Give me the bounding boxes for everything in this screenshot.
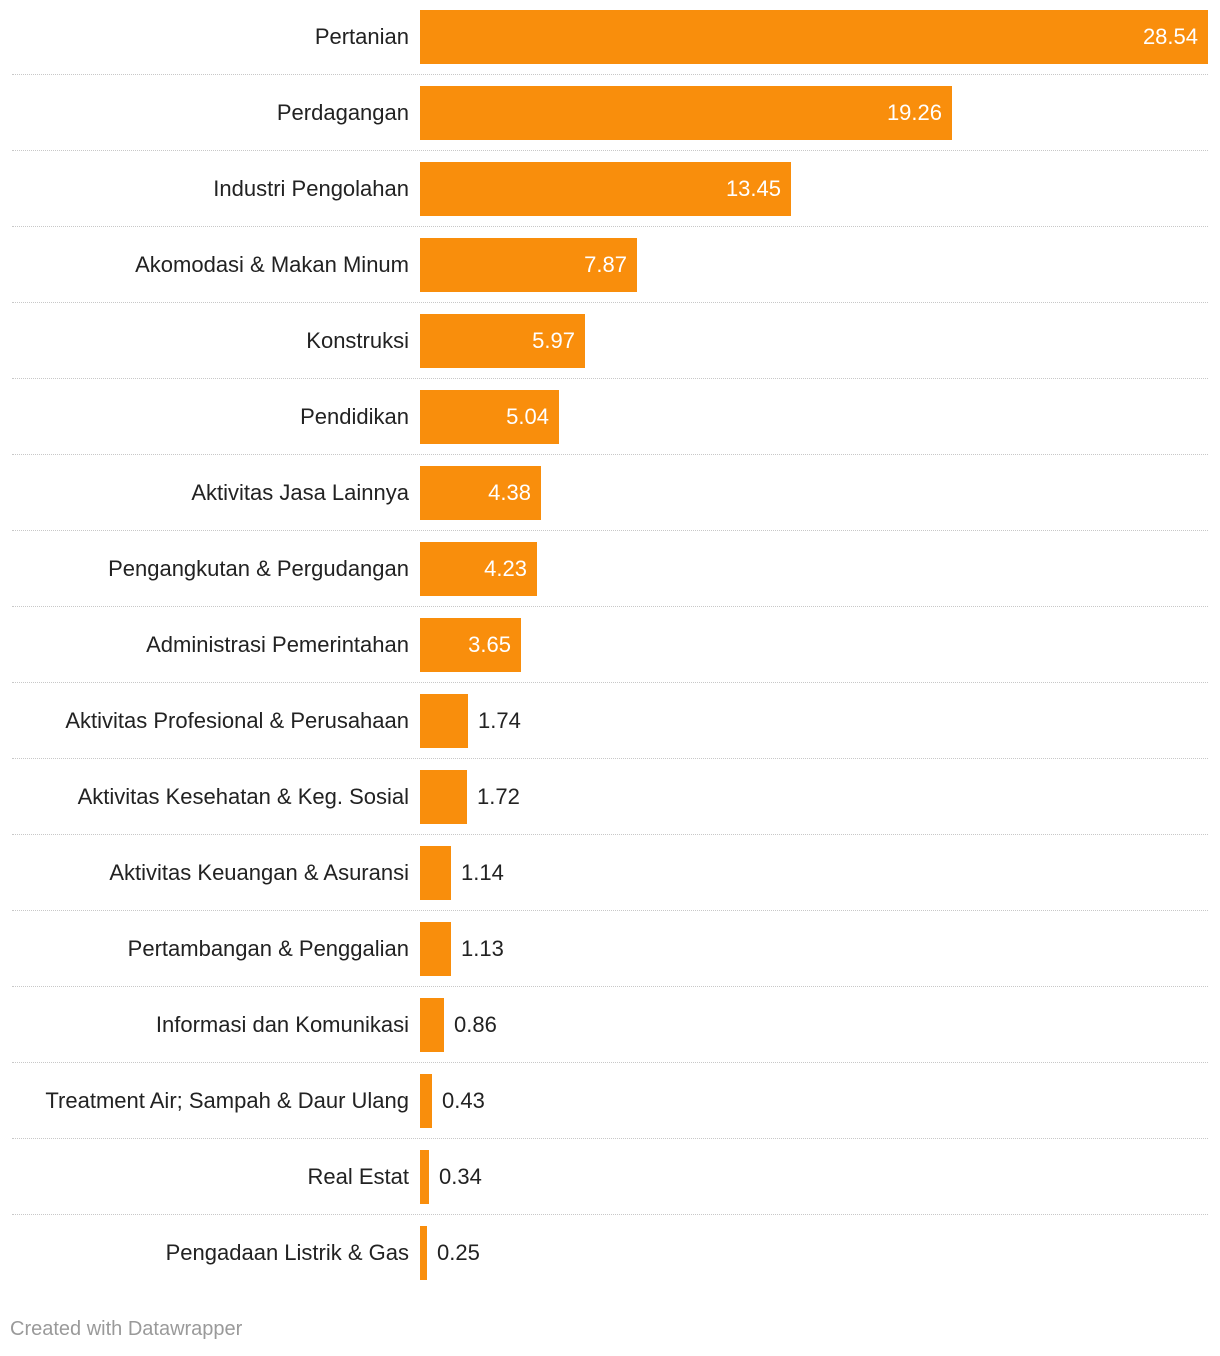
- row-separator: [12, 74, 1208, 75]
- bar: [420, 314, 585, 368]
- bar-row: Pengadaan Listrik & Gas 0.25: [0, 1226, 1220, 1302]
- row-separator: [12, 606, 1208, 607]
- category-label: Industri Pengolahan: [213, 176, 409, 201]
- row-separator: [12, 226, 1208, 227]
- bar: [420, 618, 521, 672]
- category-label: Konstruksi: [306, 328, 409, 353]
- bar-row: Informasi dan Komunikasi 0.86: [0, 998, 1220, 1074]
- row-separator: [12, 1214, 1208, 1215]
- bar: [420, 998, 444, 1052]
- category-label: Akomodasi & Makan Minum: [135, 252, 409, 277]
- bar-row: Aktivitas Profesional & Perusahaan 1.74: [0, 694, 1220, 770]
- bar-row: Pengangkutan & Pergudangan 4.23: [0, 542, 1220, 618]
- value-label: 3.65: [468, 632, 511, 657]
- bar-row: Aktivitas Keuangan & Asuransi 1.14: [0, 846, 1220, 922]
- row-separator: [12, 378, 1208, 379]
- category-label: Administrasi Pemerintahan: [146, 632, 409, 657]
- bar-row: Real Estat 0.34: [0, 1150, 1220, 1226]
- value-label: 0.34: [439, 1164, 482, 1189]
- bar-row: Perdagangan 19.26: [0, 86, 1220, 162]
- bar-chart: Pertanian 28.54 Perdagangan 19.26 Industri P…: [0, 10, 1220, 1302]
- bar: [420, 466, 541, 520]
- row-separator: [12, 758, 1208, 759]
- bar: [420, 922, 451, 976]
- bar-row: Akomodasi & Makan Minum 7.87: [0, 238, 1220, 314]
- bar-row: Pertambangan & Penggalian 1.13: [0, 922, 1220, 998]
- category-label: Pertambangan & Penggalian: [127, 936, 409, 961]
- bar: [420, 1226, 427, 1280]
- bar-row: Administrasi Pemerintahan 3.65: [0, 618, 1220, 694]
- category-label: Treatment Air; Sampah & Daur Ulang: [45, 1088, 409, 1113]
- bar-row: Pertanian 28.54: [0, 10, 1220, 86]
- value-label: 1.13: [461, 936, 504, 961]
- row-separator: [12, 986, 1208, 987]
- category-label: Pertanian: [314, 24, 409, 49]
- value-label: 1.72: [477, 784, 520, 809]
- chart-credit: Created with Datawrapper: [10, 1318, 243, 1340]
- bar: [420, 162, 791, 216]
- row-separator: [12, 1138, 1208, 1139]
- bar: [420, 770, 467, 824]
- value-label: 1.74: [478, 708, 521, 733]
- bar-row: Aktivitas Kesehatan & Keg. Sosial 1.72: [0, 770, 1220, 846]
- bar-row: Pendidikan 5.04: [0, 390, 1220, 466]
- row-separator: [12, 302, 1208, 303]
- category-label: Perdagangan: [276, 100, 409, 125]
- bar: [420, 1150, 429, 1204]
- category-label: Aktivitas Profesional & Perusahaan: [65, 708, 409, 733]
- bar-row: Treatment Air; Sampah & Daur Ulang 0.43: [0, 1074, 1220, 1150]
- bar: [420, 86, 952, 140]
- bar: [420, 390, 559, 444]
- value-label: 0.25: [437, 1240, 480, 1265]
- value-label: 5.97: [532, 328, 575, 353]
- row-separator: [12, 834, 1208, 835]
- bar-row: Konstruksi 5.97: [0, 314, 1220, 390]
- value-label: 7.87: [584, 252, 627, 277]
- row-separator: [12, 530, 1208, 531]
- category-label: Pengangkutan & Pergudangan: [108, 556, 409, 581]
- value-label: 4.23: [484, 556, 527, 581]
- value-label: 0.43: [442, 1088, 485, 1113]
- bar: [420, 694, 468, 748]
- category-label: Informasi dan Komunikasi: [155, 1012, 409, 1037]
- bar: [420, 542, 537, 596]
- bar: [420, 238, 637, 292]
- row-separator: [12, 682, 1208, 683]
- value-label: 5.04: [506, 404, 549, 429]
- row-separator: [12, 910, 1208, 911]
- value-label: 1.14: [461, 860, 504, 885]
- value-label: 0.86: [454, 1012, 497, 1037]
- category-label: Real Estat: [307, 1164, 410, 1189]
- row-separator: [12, 1062, 1208, 1063]
- value-label: 28.54: [1142, 24, 1198, 49]
- category-label: Aktivitas Kesehatan & Keg. Sosial: [77, 784, 409, 809]
- value-label: 13.45: [725, 176, 781, 201]
- category-label: Aktivitas Keuangan & Asuransi: [109, 860, 409, 885]
- category-label: Aktivitas Jasa Lainnya: [191, 480, 409, 505]
- bar-row: Aktivitas Jasa Lainnya 4.38: [0, 466, 1220, 542]
- category-label: Pendidikan: [300, 404, 409, 429]
- bar: [420, 1074, 432, 1128]
- bar: [420, 10, 1208, 64]
- bar: [420, 846, 451, 900]
- category-label: Pengadaan Listrik & Gas: [165, 1240, 409, 1265]
- row-separator: [12, 150, 1208, 151]
- value-label: 4.38: [488, 480, 531, 505]
- row-separator: [12, 454, 1208, 455]
- value-label: 19.26: [886, 100, 942, 125]
- bar-row: Industri Pengolahan 13.45: [0, 162, 1220, 238]
